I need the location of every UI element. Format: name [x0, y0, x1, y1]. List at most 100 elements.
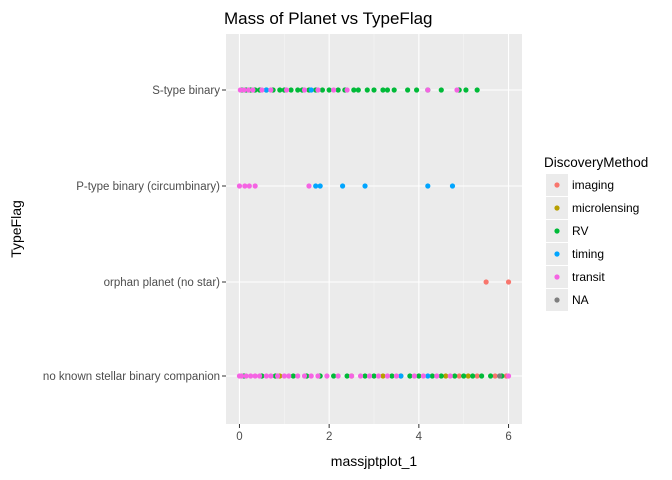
data-point-rv	[319, 87, 326, 93]
data-point-timing	[398, 373, 404, 379]
data-point-transit	[348, 373, 355, 379]
data-point-transit	[243, 373, 249, 379]
data-point-transit	[331, 87, 337, 93]
legend-label: transit	[572, 270, 605, 284]
y-tick-label: orphan planet (no star)	[104, 277, 221, 289]
data-point-transit	[286, 373, 292, 379]
y-tick-label: S-type binary	[152, 85, 220, 97]
data-point-transit	[375, 373, 382, 379]
data-point-rv	[429, 373, 435, 379]
data-point-transit	[454, 87, 460, 93]
data-point-transit	[274, 373, 281, 379]
data-point-rv	[452, 373, 458, 379]
data-point-transit	[384, 373, 391, 379]
data-point-rv	[288, 87, 294, 93]
legend-label: imaging	[572, 178, 614, 192]
data-point-microlensing	[465, 373, 471, 379]
data-point-timing	[425, 183, 431, 189]
data-point-imaging	[492, 373, 498, 379]
data-point-rv	[290, 373, 296, 379]
data-point-transit	[315, 373, 321, 379]
data-point-transit	[411, 373, 417, 379]
data-point-rv	[335, 87, 341, 93]
data-point-rv	[380, 87, 386, 93]
data-point-transit	[308, 373, 314, 379]
data-point-rv	[474, 87, 480, 93]
x-axis-ticks: 0 2 4 6	[236, 424, 512, 443]
legend: DiscoveryMethod imaging microlensing RV tim…	[544, 155, 648, 311]
data-point-transit	[283, 87, 290, 93]
data-point-rv	[438, 373, 444, 379]
data-point-rv	[351, 87, 357, 93]
legend-label: NA	[572, 293, 589, 307]
y-axis-ticks: no known stellar binary companion orphan …	[43, 85, 226, 383]
data-point-rv	[407, 373, 413, 379]
data-point-transit	[344, 87, 350, 93]
y-axis-title: TypeFlag	[8, 200, 24, 258]
data-point-timing	[308, 87, 314, 93]
data-point-transit	[393, 373, 400, 379]
data-point-transit	[366, 373, 373, 379]
data-point-rv	[326, 87, 332, 93]
data-point-rv	[371, 87, 377, 93]
legend-label: microlensing	[572, 201, 639, 215]
data-point-transit	[259, 87, 265, 93]
data-point-rv	[384, 87, 391, 93]
data-point-timing	[317, 183, 323, 189]
data-point-timing	[449, 183, 456, 189]
data-point-rv	[389, 373, 395, 379]
data-point-rv	[277, 87, 283, 93]
data-points	[236, 87, 512, 379]
x-tick-label: 2	[326, 431, 332, 443]
x-tick-label: 6	[505, 431, 511, 443]
data-point-transit	[301, 373, 308, 379]
data-point-transit	[246, 183, 252, 189]
data-point-timing	[263, 87, 269, 93]
data-point-transit	[301, 87, 308, 93]
data-point-transit	[425, 87, 431, 93]
data-point-rv	[405, 87, 411, 93]
legend-title: DiscoveryMethod	[544, 155, 648, 170]
data-point-rv	[364, 87, 370, 93]
data-point-na	[496, 373, 503, 379]
data-point-rv	[362, 373, 368, 379]
x-tick-label: 4	[416, 431, 423, 443]
data-point-transit	[268, 373, 274, 379]
data-point-timing	[362, 183, 368, 189]
data-point-rv	[416, 373, 422, 379]
data-point-transit	[357, 373, 364, 379]
x-tick-label: 0	[236, 431, 242, 443]
data-point-rv	[295, 87, 301, 93]
data-point-transit	[252, 183, 258, 189]
legend-marker	[554, 297, 560, 303]
data-point-transit	[237, 87, 243, 93]
legend-label: timing	[572, 247, 604, 261]
data-point-imaging	[505, 279, 512, 285]
legend-marker	[554, 251, 560, 257]
data-point-imaging	[456, 373, 462, 379]
data-point-transit	[252, 373, 258, 379]
data-point-rv	[470, 373, 476, 379]
legend-marker	[554, 274, 560, 280]
data-point-transit	[239, 373, 245, 379]
data-point-transit	[248, 373, 254, 379]
data-point-rv	[488, 373, 494, 379]
y-tick-label: no known stellar binary companion	[43, 371, 220, 383]
data-point-transit	[268, 87, 274, 93]
data-point-transit	[257, 373, 263, 379]
data-point-timing	[313, 183, 319, 189]
data-point-rv	[479, 373, 485, 379]
legend-marker	[554, 182, 560, 188]
data-point-transit	[281, 373, 287, 379]
data-point-timing	[340, 183, 346, 189]
data-point-transit	[306, 183, 312, 189]
data-point-timing	[425, 373, 431, 379]
data-point-transit	[324, 373, 330, 379]
data-point-rv	[463, 87, 469, 93]
data-point-transit	[241, 87, 247, 93]
data-point-rv	[355, 87, 361, 93]
legend-label: RV	[572, 224, 588, 238]
legend-marker	[554, 228, 560, 234]
x-axis-title: massjptplot_1	[331, 453, 418, 469]
